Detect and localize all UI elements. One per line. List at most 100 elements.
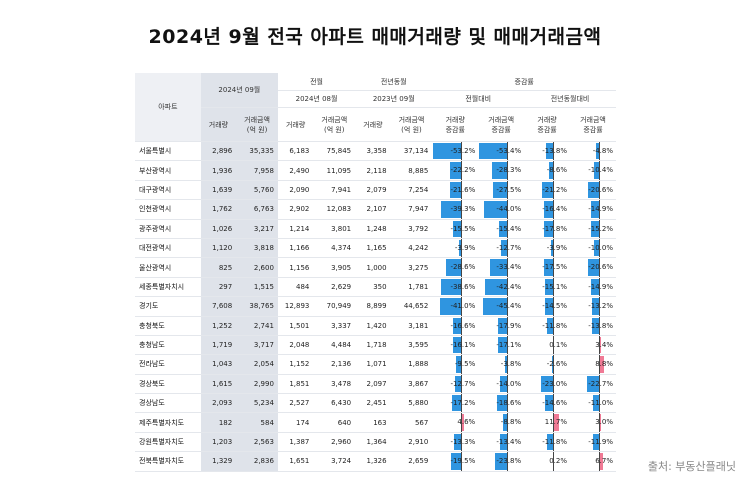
- cell-amt: 3,818: [236, 238, 278, 259]
- change-bar-cell: -17.8%: [524, 219, 570, 239]
- change-value: -12.7%: [450, 379, 476, 388]
- cell-pm-amt: 640: [313, 412, 356, 433]
- col-amount-change: 거래금액 증감률: [570, 107, 616, 142]
- bar-axis: [553, 432, 555, 451]
- table-row: 대구광역시 1,639 5,760 2,090 7,941 2,079 7,254 -21.6…: [135, 180, 616, 201]
- cell-vol: 1,043: [200, 354, 237, 375]
- cell-py-amt: 567: [390, 412, 433, 433]
- positive-bar: [553, 414, 560, 431]
- change-value: -53.4%: [496, 147, 522, 155]
- change-value: 11.7%: [544, 418, 567, 427]
- change-bar-cell: -17.2%: [432, 393, 479, 414]
- change-bar-cell: -13.2%: [570, 296, 616, 317]
- change-bar-cell: 4.6%: [432, 412, 479, 433]
- negative-bar: [592, 298, 599, 315]
- negative-bar: [494, 453, 508, 470]
- change-value: -45.4%: [496, 302, 522, 311]
- bar-axis: [553, 355, 555, 374]
- negative-bar: [484, 201, 508, 218]
- cell-pm-vol: 2,902: [277, 199, 314, 220]
- negative-bar: [499, 220, 508, 237]
- cell-py-vol: 1,718: [355, 335, 391, 356]
- change-value: -4.8%: [592, 147, 613, 155]
- cell-py-vol: 1,326: [355, 451, 391, 472]
- cell-py-amt: 3,181: [390, 316, 433, 336]
- cell-py-vol: 350: [355, 277, 391, 298]
- change-bar-cell: -12.7%: [432, 374, 479, 395]
- change-bar-cell: -53.4%: [478, 141, 525, 162]
- change-value: -15.4%: [496, 224, 522, 233]
- bar-axis: [599, 238, 600, 257]
- cell-amt: 2,836: [236, 451, 278, 472]
- cell-amt: 584: [236, 412, 278, 433]
- negative-bar: [543, 259, 554, 276]
- cell-amt: 7,958: [236, 160, 278, 181]
- bar-axis: [599, 355, 600, 374]
- cell-py-vol: 2,079: [355, 180, 391, 201]
- table-row: 인천광역시 1,762 6,763 2,902 12,083 2,107 7,947 -39.…: [135, 199, 616, 220]
- positive-bar: [599, 453, 603, 470]
- header-prev-year-period: 2023년 09월: [355, 90, 433, 108]
- change-value: -42.4%: [496, 282, 522, 291]
- change-bar-cell: -33.4%: [478, 257, 525, 278]
- cell-pm-vol: 1,152: [277, 354, 314, 375]
- bar-axis: [461, 452, 463, 471]
- negative-bar: [548, 162, 554, 179]
- change-bar-cell: -21.6%: [432, 180, 479, 201]
- col-volume: 거래량: [200, 107, 237, 142]
- cell-py-vol: 2,097: [355, 374, 391, 395]
- negative-bar: [588, 259, 599, 276]
- col-volume: 거래량: [355, 107, 391, 142]
- negative-bar: [593, 395, 599, 412]
- bar-axis: [553, 452, 555, 471]
- table-row: 충청남도 1,719 3,717 2,048 4,484 1,718 3,595 -16.1%…: [135, 335, 616, 356]
- bar-axis: [507, 180, 509, 199]
- table-row: 경기도 7,608 38,765 12,893 70,949 8,899 44,652 -41…: [135, 296, 616, 317]
- bar-axis: [599, 219, 600, 238]
- bar-axis: [553, 413, 555, 432]
- negative-bar: [592, 433, 599, 451]
- change-bar-cell: -17.1%: [478, 335, 525, 356]
- cell-amt: 1,515: [236, 277, 278, 298]
- col-volume: 거래량: [277, 107, 314, 142]
- positive-bar: [599, 356, 604, 373]
- bar-axis: [599, 335, 600, 354]
- change-value: -11.0%: [588, 399, 613, 408]
- cell-py-amt: 3,595: [390, 335, 433, 356]
- bar-axis: [461, 374, 463, 393]
- change-bar-cell: 0.2%: [524, 451, 570, 472]
- bar-axis: [599, 413, 600, 432]
- change-value: -41.0%: [450, 302, 476, 311]
- negative-bar: [596, 143, 599, 160]
- change-value: 4.6%: [457, 418, 476, 427]
- negative-bar: [502, 414, 508, 431]
- cell-vol: 1,936: [200, 160, 237, 181]
- bar-axis: [553, 277, 555, 296]
- change-value: -11.9%: [588, 437, 613, 446]
- header-vs-prev-year: 전년동월대비: [524, 90, 616, 108]
- change-bar-cell: -11.8%: [524, 316, 570, 336]
- cell-pm-amt: 3,478: [313, 374, 356, 395]
- region-name: 서울특별시: [135, 141, 201, 162]
- bar-axis: [507, 452, 509, 471]
- region-name: 경상북도: [135, 374, 201, 395]
- bar-axis: [507, 394, 509, 412]
- change-bar-cell: -28.6%: [432, 257, 479, 278]
- table-row: 부산광역시 1,936 7,958 2,490 11,095 2,118 8,885 -22.…: [135, 160, 616, 181]
- change-bar-cell: -9.5%: [432, 354, 479, 375]
- change-value: -23.0%: [542, 379, 567, 388]
- cell-py-amt: 2,659: [390, 451, 433, 472]
- negative-bar: [483, 298, 508, 315]
- change-value: -3.8%: [500, 360, 522, 369]
- change-bar-cell: -14.0%: [478, 374, 525, 395]
- cell-amt: 6,763: [236, 199, 278, 220]
- bar-axis: [553, 180, 555, 199]
- change-value: -27.5%: [496, 185, 522, 194]
- transaction-table: 아파트 2024년 09월 전월 전년동월 증감률 2024년 08월 2023…: [135, 73, 616, 472]
- cell-vol: 2,093: [200, 393, 237, 414]
- header-prev-month-period: 2024년 08월: [277, 90, 356, 108]
- negative-bar: [453, 220, 462, 237]
- header-current-period: 2024년 09월: [200, 73, 278, 108]
- change-bar-cell: -21.2%: [524, 180, 570, 201]
- change-bar-cell: -11.8%: [524, 432, 570, 453]
